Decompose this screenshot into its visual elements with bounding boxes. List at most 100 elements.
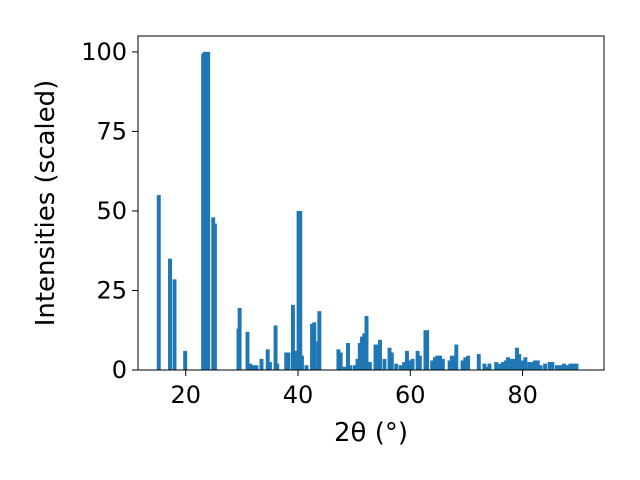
bar <box>172 279 177 370</box>
bar <box>317 311 322 370</box>
bar <box>375 344 380 370</box>
bar <box>430 360 435 370</box>
bar <box>506 357 510 370</box>
bar <box>554 365 559 370</box>
bar <box>360 336 364 370</box>
bar <box>520 360 525 370</box>
bar <box>290 304 295 370</box>
bar <box>364 315 369 370</box>
bars-group <box>156 51 579 371</box>
bar <box>398 365 403 370</box>
bar <box>523 357 528 370</box>
bar <box>357 342 362 370</box>
bar <box>408 360 413 370</box>
bar <box>476 354 481 370</box>
bar <box>454 344 459 370</box>
bar <box>449 355 454 370</box>
bar <box>346 342 350 370</box>
bar <box>438 355 443 370</box>
bar <box>394 363 399 370</box>
bar <box>402 362 407 370</box>
bar <box>433 357 437 370</box>
bar <box>485 366 490 370</box>
bar <box>275 363 280 370</box>
bar <box>527 362 532 370</box>
bar <box>543 363 548 370</box>
bar <box>206 51 211 371</box>
y-tick-label: 0 <box>112 356 127 384</box>
bar <box>487 363 492 370</box>
bar <box>355 358 360 370</box>
bar <box>298 210 303 370</box>
bar <box>517 354 522 370</box>
y-axis-ticks: 0 25 50 75 100 <box>81 38 138 384</box>
y-tick-label: 75 <box>96 117 127 145</box>
bar <box>500 362 505 370</box>
bar <box>373 344 378 370</box>
bar <box>267 362 272 370</box>
bar <box>562 363 567 370</box>
bar <box>547 362 552 370</box>
bar <box>410 358 415 370</box>
y-axis-label: Intensities (scaled) <box>31 80 61 327</box>
bar <box>447 360 452 370</box>
y-tick-label: 100 <box>81 38 127 66</box>
bar <box>378 339 382 370</box>
bar <box>387 347 392 370</box>
bar <box>494 362 499 370</box>
bar <box>538 365 543 370</box>
bar <box>237 307 242 370</box>
bar <box>310 323 315 370</box>
bar <box>156 195 161 370</box>
y-tick-label: 50 <box>96 197 127 225</box>
x-tick-label: 40 <box>283 381 314 409</box>
bar <box>342 366 347 370</box>
bar <box>251 365 256 370</box>
bar <box>512 358 517 370</box>
bar <box>168 258 172 370</box>
bar <box>515 347 519 370</box>
bar <box>463 357 468 370</box>
bar <box>212 223 217 370</box>
bar <box>284 352 289 370</box>
bar <box>417 355 422 370</box>
x-axis-label: 2θ (°) <box>334 418 408 448</box>
bar <box>482 363 487 370</box>
bar <box>299 355 304 370</box>
y-tick-label: 25 <box>96 276 127 304</box>
bar <box>532 360 537 370</box>
bar <box>559 365 564 370</box>
bar <box>273 325 278 370</box>
x-tick-label: 80 <box>507 381 538 409</box>
bar <box>312 322 317 370</box>
bar <box>248 363 253 370</box>
bar <box>254 365 259 370</box>
bar <box>362 333 367 370</box>
x-tick-label: 20 <box>170 381 201 409</box>
bar <box>440 358 445 370</box>
bar <box>530 362 535 370</box>
bar <box>568 363 573 370</box>
bar <box>338 352 343 370</box>
bar <box>259 358 264 370</box>
bar <box>286 352 291 370</box>
bar <box>452 355 457 370</box>
bar <box>415 350 420 370</box>
bar <box>293 350 298 370</box>
bar <box>404 350 409 370</box>
bar <box>352 365 357 370</box>
bar <box>425 330 430 370</box>
x-tick-label: 60 <box>395 381 426 409</box>
bar <box>550 362 555 370</box>
bar <box>245 331 250 370</box>
bar <box>574 363 579 370</box>
x-axis-ticks: 20 40 60 80 <box>170 370 538 409</box>
bar <box>348 365 353 370</box>
bar <box>304 365 309 370</box>
bar <box>498 363 503 370</box>
bar <box>435 355 440 370</box>
bar <box>466 355 471 370</box>
bar <box>503 360 508 370</box>
bar <box>336 349 341 370</box>
